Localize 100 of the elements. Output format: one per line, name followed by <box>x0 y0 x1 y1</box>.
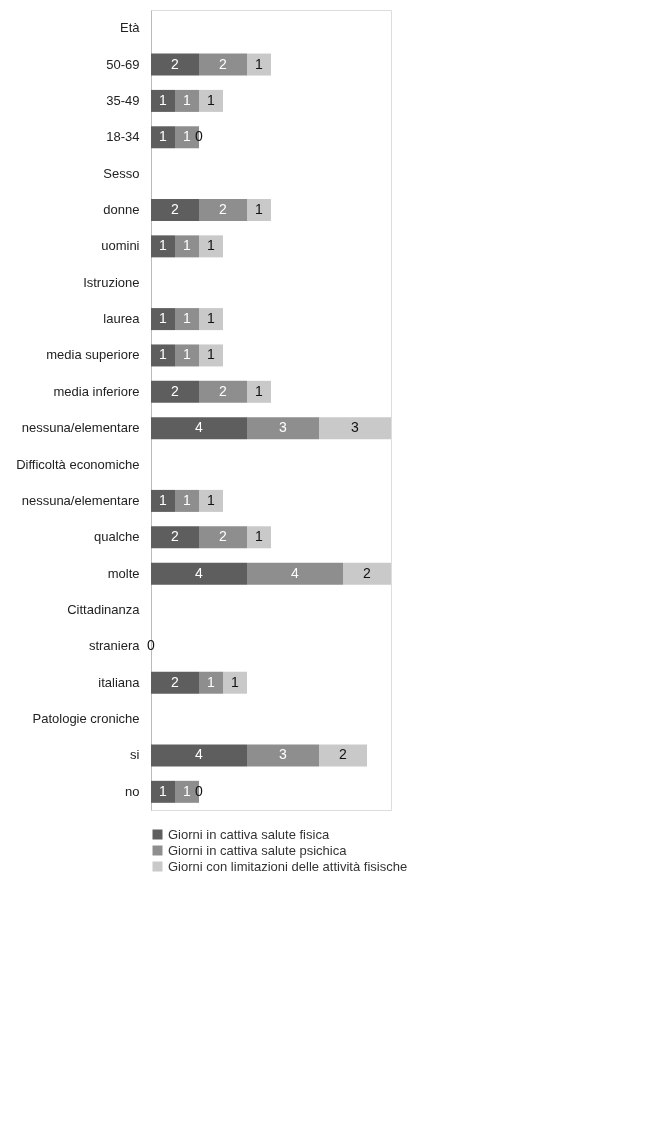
bar <box>247 53 271 76</box>
data-label: 1 <box>183 782 192 799</box>
data-label: 1 <box>159 128 168 145</box>
data-label: 1 <box>255 382 264 399</box>
y-tick-label: media inferiore <box>53 383 140 399</box>
bar <box>151 744 247 767</box>
bar <box>247 380 271 403</box>
bar <box>151 126 175 149</box>
data-label: 3 <box>351 419 360 436</box>
y-tick-label: Cittadinanza <box>67 602 141 617</box>
data-label: 1 <box>207 91 216 108</box>
data-label: 1 <box>159 310 168 327</box>
bar <box>151 417 247 440</box>
y-tick-label: laurea <box>103 311 141 327</box>
y-tick-label: Età <box>119 20 141 36</box>
bar <box>223 671 247 694</box>
y-tick-label: 50-69 <box>106 56 140 72</box>
y-tick-label: Difficoltà economiche <box>16 456 140 472</box>
bar <box>175 489 199 512</box>
y-tick-label: 18-34 <box>106 129 140 145</box>
bar <box>175 89 199 112</box>
data-label: 1 <box>207 346 216 363</box>
y-tick-label: Patologie croniche <box>32 711 140 727</box>
data-label: 2 <box>171 673 180 690</box>
data-label: 1 <box>231 673 240 690</box>
data-label: 1 <box>183 346 192 363</box>
bar <box>151 489 175 512</box>
y-tick-label: straniera <box>88 638 141 654</box>
bar <box>151 562 247 585</box>
bar <box>199 380 247 403</box>
legend-label: Giorni con limitazioni delle attività fisische <box>168 858 408 874</box>
y-tick-label: no <box>125 783 140 799</box>
data-label: 2 <box>219 201 228 217</box>
data-label: 0 <box>195 128 204 145</box>
bar <box>247 562 343 585</box>
bar <box>199 526 247 549</box>
y-tick-label: italiana <box>98 674 141 690</box>
data-label: 2 <box>171 55 180 72</box>
data-label: 4 <box>195 419 204 436</box>
data-label: 1 <box>183 491 192 508</box>
data-label: 1 <box>159 491 168 508</box>
bar <box>151 380 199 403</box>
data-label: 1 <box>255 201 264 217</box>
bar <box>247 526 271 549</box>
data-label: 1 <box>183 237 192 254</box>
legend-label: Giorni in cattiva salute fisica <box>168 826 330 842</box>
data-label: 0 <box>147 637 156 654</box>
data-label: 3 <box>279 419 288 436</box>
data-label: 1 <box>159 782 168 799</box>
y-tick-label: Istruzione <box>83 274 140 290</box>
bar <box>199 308 223 331</box>
bar <box>199 235 223 258</box>
data-label: 1 <box>183 91 192 108</box>
data-label: 2 <box>219 528 228 545</box>
bar <box>151 671 199 694</box>
bar <box>151 344 175 367</box>
y-tick-label: donne <box>103 202 140 217</box>
data-label: 1 <box>183 310 192 327</box>
y-tick-label: uomini <box>101 238 140 254</box>
bar <box>247 417 319 440</box>
data-label: 1 <box>207 237 216 254</box>
bar <box>199 671 223 694</box>
bar <box>199 489 223 512</box>
bar <box>319 417 391 440</box>
y-tick-label: 35-49 <box>106 92 140 108</box>
data-label: 4 <box>195 746 204 763</box>
data-label: 0 <box>195 782 204 799</box>
bar <box>151 780 175 803</box>
y-tick-label: nessuna/elementare <box>21 420 140 436</box>
y-tick-label: molte <box>107 565 140 581</box>
data-label: 2 <box>171 201 180 217</box>
data-label: 1 <box>159 237 168 254</box>
data-label: 2 <box>171 528 180 545</box>
bar <box>151 308 175 331</box>
y-tick-label: si <box>130 747 140 763</box>
y-tick-label: nessuna/elementare <box>21 492 140 508</box>
y-tick-label: media superiore <box>46 347 140 363</box>
data-label: 2 <box>219 382 228 399</box>
bar <box>151 53 199 76</box>
bar <box>199 344 223 367</box>
legend-label: Giorni in cattiva salute psichica <box>168 842 348 858</box>
bar <box>199 89 223 112</box>
data-label: 2 <box>171 382 180 399</box>
y-tick-label: qualche <box>93 529 140 545</box>
bar <box>199 199 247 221</box>
bar <box>151 526 199 549</box>
data-label: 1 <box>207 491 216 508</box>
data-label: 1 <box>159 346 168 363</box>
data-label: 2 <box>339 746 348 763</box>
data-label: 1 <box>159 91 168 108</box>
bar <box>175 344 199 367</box>
data-label: 4 <box>195 564 204 581</box>
bar <box>151 89 175 112</box>
data-label: 1 <box>255 528 264 545</box>
data-label: 4 <box>291 564 300 581</box>
bar <box>319 744 367 767</box>
data-label: 2 <box>363 564 372 581</box>
data-label: 1 <box>183 128 192 145</box>
bar <box>175 235 199 258</box>
data-label: 1 <box>207 673 216 690</box>
